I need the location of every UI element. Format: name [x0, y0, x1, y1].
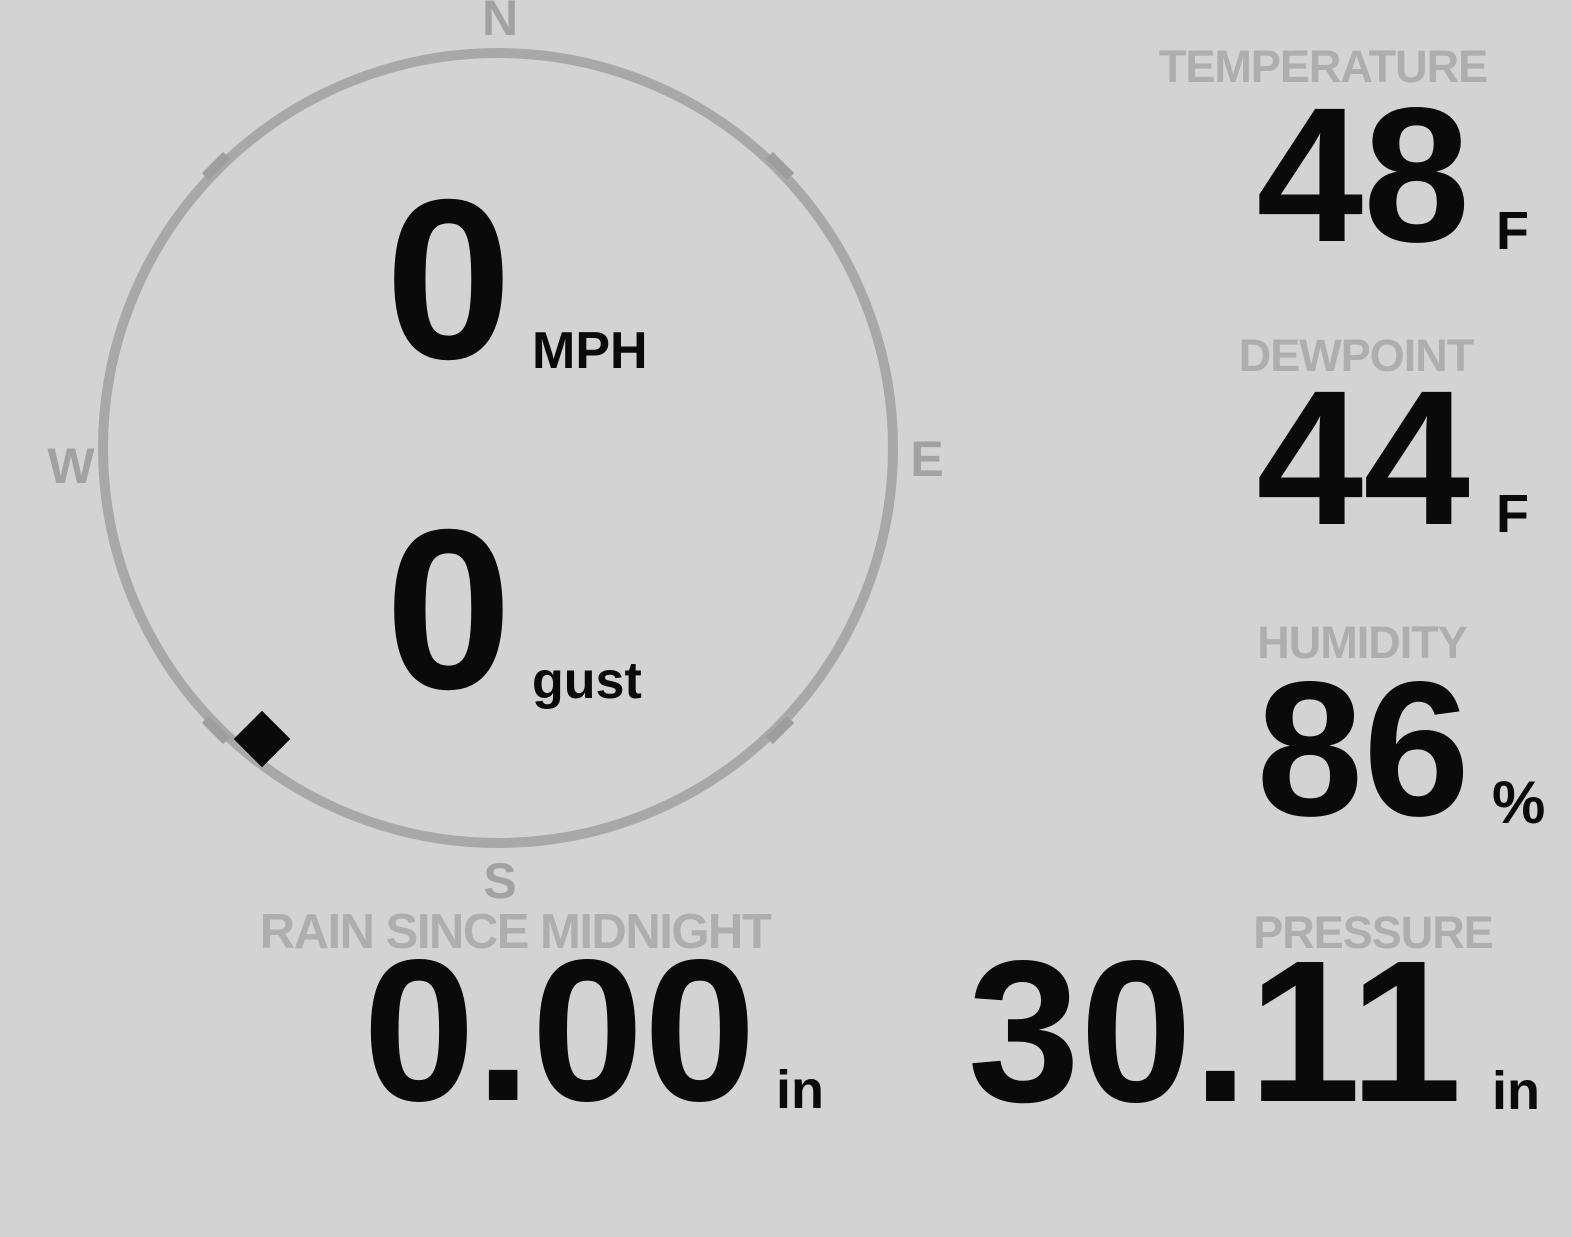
wind-gust-value: 0: [385, 483, 512, 737]
pressure-label: PRESSURE: [1253, 907, 1494, 958]
humidity-value: 86: [1256, 641, 1470, 856]
wind-speed-value: 0: [385, 153, 512, 407]
humidity-label: HUMIDITY: [1257, 617, 1467, 668]
compass-label-east: E: [910, 431, 944, 487]
rain-value: 0.00: [362, 917, 756, 1143]
dewpoint-unit: F: [1496, 484, 1529, 544]
dewpoint-label: DEWPOINT: [1238, 330, 1474, 381]
temperature-unit: F: [1496, 201, 1529, 261]
rain-label: RAIN SINCE MIDNIGHT: [259, 905, 772, 959]
compass-label-north: N: [481, 0, 519, 46]
wind-gust-unit: gust: [532, 652, 642, 710]
compass-label-south: S: [483, 853, 517, 909]
dewpoint-value: 44: [1256, 350, 1470, 565]
pressure-value: 30.11: [967, 918, 1462, 1144]
compass-label-west: W: [47, 438, 95, 494]
humidity-unit: %: [1492, 769, 1546, 836]
wind-speed-unit: MPH: [532, 322, 648, 380]
temperature-label: TEMPERATURE: [1158, 41, 1488, 92]
temperature-value: 48: [1256, 67, 1470, 282]
rain-unit: in: [776, 1060, 824, 1120]
compass-ring: [98, 48, 898, 848]
pressure-unit: in: [1492, 1061, 1540, 1121]
